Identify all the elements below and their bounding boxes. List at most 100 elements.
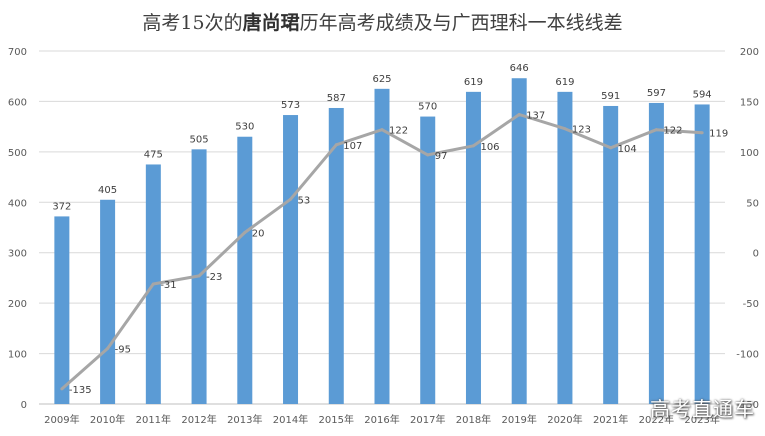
x-tick-label: 2019年 — [501, 413, 536, 426]
x-tick-label: 2012年 — [181, 413, 216, 426]
line-value-label: 137 — [526, 111, 545, 122]
line-point — [426, 153, 430, 157]
x-tick-label: 2015年 — [319, 413, 354, 426]
line-point — [60, 387, 64, 391]
y-left-tick-label: 100 — [8, 350, 27, 361]
y-right-tick-label: 100 — [740, 148, 759, 159]
y-right-tick-label: -50 — [743, 299, 759, 310]
line-value-label: 123 — [572, 125, 591, 136]
x-tick-label: 2018年 — [456, 413, 491, 426]
x-tick-label: 2022年 — [639, 413, 674, 426]
x-tick-label: 2021年 — [593, 413, 628, 426]
line-point — [563, 127, 567, 131]
y-right-tick-label: -100 — [736, 350, 759, 361]
line-value-label: 119 — [709, 129, 728, 140]
y-left-tick-label: 700 — [8, 47, 27, 58]
line-point — [197, 274, 201, 278]
chart-title: 高考15次的唐尚珺历年高考成绩及与广西理科一本线线差 — [0, 8, 765, 35]
line-point — [106, 347, 110, 351]
line-value-label: -23 — [206, 272, 222, 283]
y-right-tick-label: -150 — [736, 400, 759, 411]
bar — [328, 107, 344, 404]
line-point — [151, 282, 155, 286]
bar-value-label: 505 — [190, 134, 209, 145]
watermark-text: 高考直通车 — [650, 397, 755, 421]
y-right-tick-label: 50 — [746, 198, 759, 209]
bar — [511, 78, 527, 404]
bar-value-label: 597 — [647, 88, 666, 99]
line-point — [700, 131, 704, 135]
y-left-tick-label: 500 — [8, 148, 27, 159]
bar-value-label: 570 — [418, 102, 437, 113]
line-point — [243, 231, 247, 235]
line-value-label: -31 — [160, 280, 176, 291]
axis-labels: 0 100 200 300 400 500 600 700 -150 -100 -50 0 50 100 1… — [8, 47, 759, 426]
line-value-label: 106 — [480, 142, 499, 153]
line-value-label: 104 — [618, 144, 637, 155]
x-tick-label: 2014年 — [273, 413, 308, 426]
y-left-tick-label: 400 — [8, 198, 27, 209]
line-point — [289, 197, 293, 201]
bar — [603, 105, 619, 405]
bar — [465, 91, 481, 405]
line-value-label: 122 — [389, 126, 408, 137]
bar — [283, 115, 299, 405]
x-tick-label: 2011年 — [136, 413, 171, 426]
bar-value-label: 594 — [693, 89, 712, 100]
bar-value-label: 372 — [52, 201, 71, 212]
x-tick-label: 2020年 — [547, 413, 582, 426]
y-left-tick-label: 300 — [8, 249, 27, 260]
bar-value-label: 573 — [281, 100, 300, 111]
data-labels: 372 405 475 505 530 573 587 625 570 619 646 619 591 5… — [52, 63, 728, 396]
x-tick-label: 2013年 — [227, 413, 262, 426]
bar — [420, 116, 436, 405]
title-name: 唐尚珺 — [242, 12, 300, 34]
bar — [100, 199, 116, 404]
line-value-label: 97 — [435, 151, 448, 162]
bar-value-label: 619 — [464, 77, 483, 88]
x-tick-label: 2017年 — [410, 413, 445, 426]
line-value-label: 20 — [252, 229, 265, 240]
line-value-label: -135 — [69, 385, 92, 396]
bar — [694, 104, 710, 404]
y-right-tick-label: 200 — [740, 47, 759, 58]
line-value-label: -95 — [115, 345, 131, 356]
bar-value-label: 475 — [144, 149, 163, 160]
bar — [557, 91, 573, 405]
bar — [54, 216, 70, 404]
title-prefix: 高考15次的 — [142, 12, 243, 34]
x-tick-label: 2010年 — [90, 413, 125, 426]
bar-value-label: 587 — [327, 93, 346, 104]
bar-value-label: 530 — [235, 122, 254, 133]
bar-value-label: 646 — [510, 63, 529, 74]
line-point — [380, 128, 384, 132]
line-point — [654, 128, 658, 132]
line-point — [517, 113, 521, 117]
bar-value-label: 625 — [372, 74, 391, 85]
y-left-tick-label: 600 — [8, 97, 27, 108]
bar — [237, 136, 253, 404]
y-left-tick-label: 200 — [8, 299, 27, 310]
line-point — [471, 144, 475, 148]
x-tick-label: 2009年 — [44, 413, 79, 426]
line-value-label: 53 — [298, 195, 311, 206]
line-point — [609, 146, 613, 150]
y-right-tick-label: 150 — [740, 97, 759, 108]
y-left-tick-label: 0 — [21, 400, 27, 411]
x-tick-label: 2016年 — [364, 413, 399, 426]
bar — [374, 88, 390, 405]
title-suffix: 历年高考成绩及与广西理科一本线线差 — [299, 12, 623, 34]
x-tick-label: 2023年 — [684, 413, 719, 426]
bar-value-label: 591 — [601, 91, 620, 102]
line-series — [60, 113, 704, 391]
bar — [648, 102, 664, 404]
line-value-label: 122 — [663, 126, 682, 137]
bar-series — [54, 78, 710, 405]
bar-value-label: 619 — [555, 77, 574, 88]
line-value-label: 107 — [343, 141, 362, 152]
line-point — [334, 143, 338, 147]
bar-value-label: 405 — [98, 185, 117, 196]
y-right-tick-label: 0 — [753, 249, 759, 260]
